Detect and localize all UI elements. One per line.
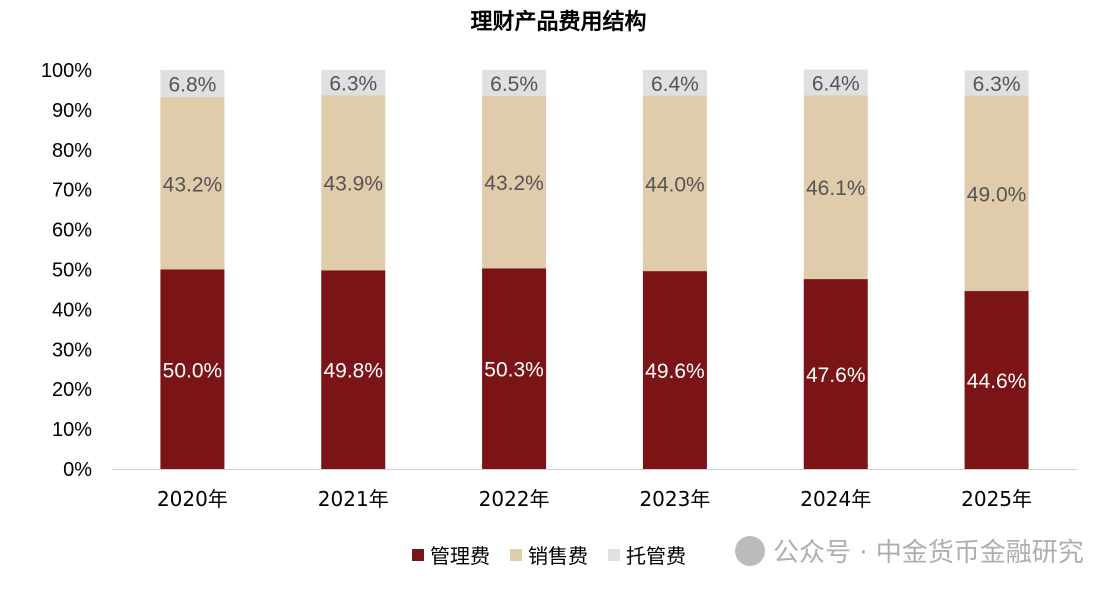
data-label: 50.3% bbox=[484, 359, 544, 382]
bar-segment bbox=[964, 95, 1029, 292]
x-tick-label: 2025年 bbox=[961, 487, 1032, 511]
wechat-icon bbox=[735, 535, 765, 566]
data-label: 49.6% bbox=[645, 360, 705, 383]
y-tick-label: 20% bbox=[52, 379, 92, 401]
y-tick-label: 50% bbox=[52, 260, 92, 282]
bar-segment bbox=[482, 95, 547, 269]
y-tick-label: 10% bbox=[52, 419, 92, 441]
x-tick-label: 2024年 bbox=[800, 487, 871, 511]
bar-segment bbox=[482, 268, 547, 469]
legend-label: 销售费 bbox=[528, 544, 588, 568]
bar-segment bbox=[321, 95, 386, 271]
data-label: 43.9% bbox=[323, 173, 383, 196]
data-label: 50.0% bbox=[163, 359, 223, 382]
bar-segment bbox=[803, 95, 868, 280]
y-tick-label: 30% bbox=[52, 339, 92, 361]
data-label: 6.3% bbox=[329, 73, 377, 96]
bar-segment bbox=[642, 271, 707, 469]
bar-segment bbox=[964, 70, 1029, 96]
bar-segment bbox=[642, 95, 707, 272]
x-tick-label: 2021年 bbox=[318, 487, 389, 511]
bar-segment bbox=[803, 279, 868, 469]
data-label: 6.8% bbox=[168, 74, 216, 97]
y-tick-label: 90% bbox=[52, 100, 92, 122]
legend-item-custody: 托管费 bbox=[608, 540, 686, 569]
y-tick-label: 100% bbox=[41, 60, 92, 82]
bar-segment bbox=[642, 70, 707, 96]
bar-segment bbox=[964, 291, 1029, 469]
legend-swatch bbox=[412, 548, 424, 561]
bar-segment bbox=[321, 70, 386, 96]
data-label: 44.0% bbox=[645, 173, 705, 196]
bar-segment bbox=[803, 69, 868, 96]
y-tick-label: 60% bbox=[52, 220, 92, 242]
data-label: 49.0% bbox=[967, 183, 1027, 206]
legend-label: 托管费 bbox=[626, 544, 686, 568]
y-tick-label: 70% bbox=[52, 180, 92, 202]
data-label: 6.3% bbox=[973, 73, 1021, 96]
y-tick-label: 40% bbox=[52, 299, 92, 321]
bar-segment bbox=[482, 70, 547, 96]
data-label: 47.6% bbox=[806, 364, 866, 387]
legend-swatch bbox=[608, 548, 620, 561]
watermark: 公众号 · 中金货币金融研究 bbox=[735, 532, 1084, 569]
data-label: 43.2% bbox=[163, 173, 223, 196]
legend-label: 管理费 bbox=[430, 544, 490, 568]
data-label: 6.4% bbox=[812, 72, 860, 95]
x-tick-label: 2022年 bbox=[479, 487, 550, 511]
data-label: 6.4% bbox=[651, 73, 699, 96]
data-label: 44.6% bbox=[967, 370, 1027, 393]
legend-item-management: 管理费 bbox=[412, 540, 490, 569]
legend: 管理费 销售费 托管费 bbox=[412, 540, 706, 569]
y-tick-label: 80% bbox=[52, 140, 92, 162]
x-tick-label: 2023年 bbox=[639, 487, 710, 511]
bar-segment bbox=[321, 270, 386, 469]
legend-swatch bbox=[510, 548, 522, 561]
bar-segment bbox=[160, 97, 225, 270]
legend-item-sales: 销售费 bbox=[510, 540, 588, 569]
y-tick-label: 0% bbox=[63, 459, 92, 481]
bar-segment bbox=[160, 269, 225, 469]
data-label: 46.1% bbox=[806, 177, 866, 200]
chart-title: 理财产品费用结构 bbox=[470, 10, 647, 35]
data-label: 49.8% bbox=[323, 360, 383, 383]
x-tick-label: 2020年 bbox=[157, 487, 228, 511]
data-label: 43.2% bbox=[484, 172, 544, 195]
watermark-text: 公众号 · 中金货币金融研究 bbox=[773, 538, 1084, 568]
data-label: 6.5% bbox=[490, 73, 538, 96]
bar-segment bbox=[160, 70, 225, 98]
